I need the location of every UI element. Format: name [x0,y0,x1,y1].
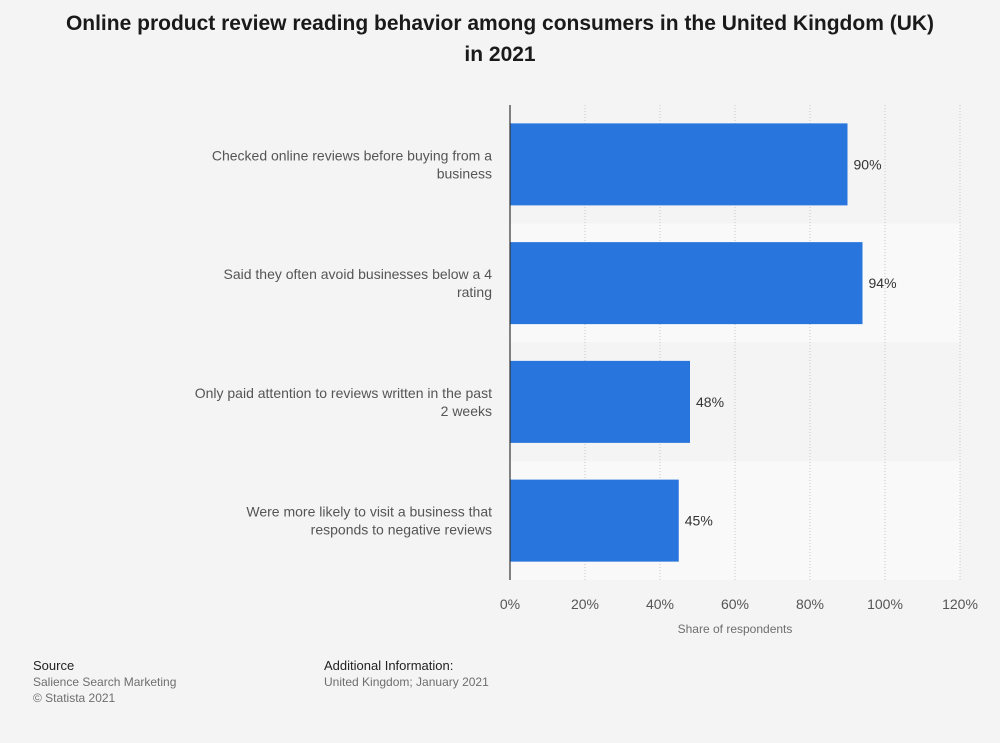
x-tick-label-100: 100% [867,596,903,612]
additional-info-text: United Kingdom; January 2021 [324,675,489,689]
chart-title: Online product review reading behavior a… [65,12,935,66]
value-label-1: 94% [869,275,897,291]
category-label-0: Checked online reviews before buying fro… [212,147,492,181]
source-line-2: © Statista 2021 [33,691,116,705]
source-heading: Source [33,658,75,673]
bar-2 [510,360,690,443]
x-tick-label-60: 60% [721,596,749,612]
bar-3 [510,479,679,562]
value-label-0: 90% [854,156,882,172]
x-tick-label-0: 0% [500,596,520,612]
x-tick-label-80: 80% [796,596,824,612]
bar-chart: 90% Checked online reviews before buying … [195,105,978,636]
additional-info-heading: Additional Information: [324,658,454,673]
x-tick-label-40: 40% [646,596,674,612]
value-label-2: 48% [696,394,724,410]
additional-info-block: Additional Information: United Kingdom; … [324,658,489,690]
category-label-2: Only paid attention to reviews written i… [195,385,492,419]
value-label-3: 45% [685,513,713,529]
bar-0 [510,123,848,206]
category-label-3: Were more likely to visit a business tha… [246,504,492,538]
source-block: Source Salience Search Marketing © Stati… [33,658,176,706]
bar-1 [510,242,863,325]
x-axis-title: Share of respondents [678,622,793,636]
source-line-1: Salience Search Marketing [33,675,177,689]
x-tick-label-120: 120% [942,596,978,612]
category-label-1: Said they often avoid businesses below a… [223,266,492,300]
x-tick-label-20: 20% [571,596,599,612]
